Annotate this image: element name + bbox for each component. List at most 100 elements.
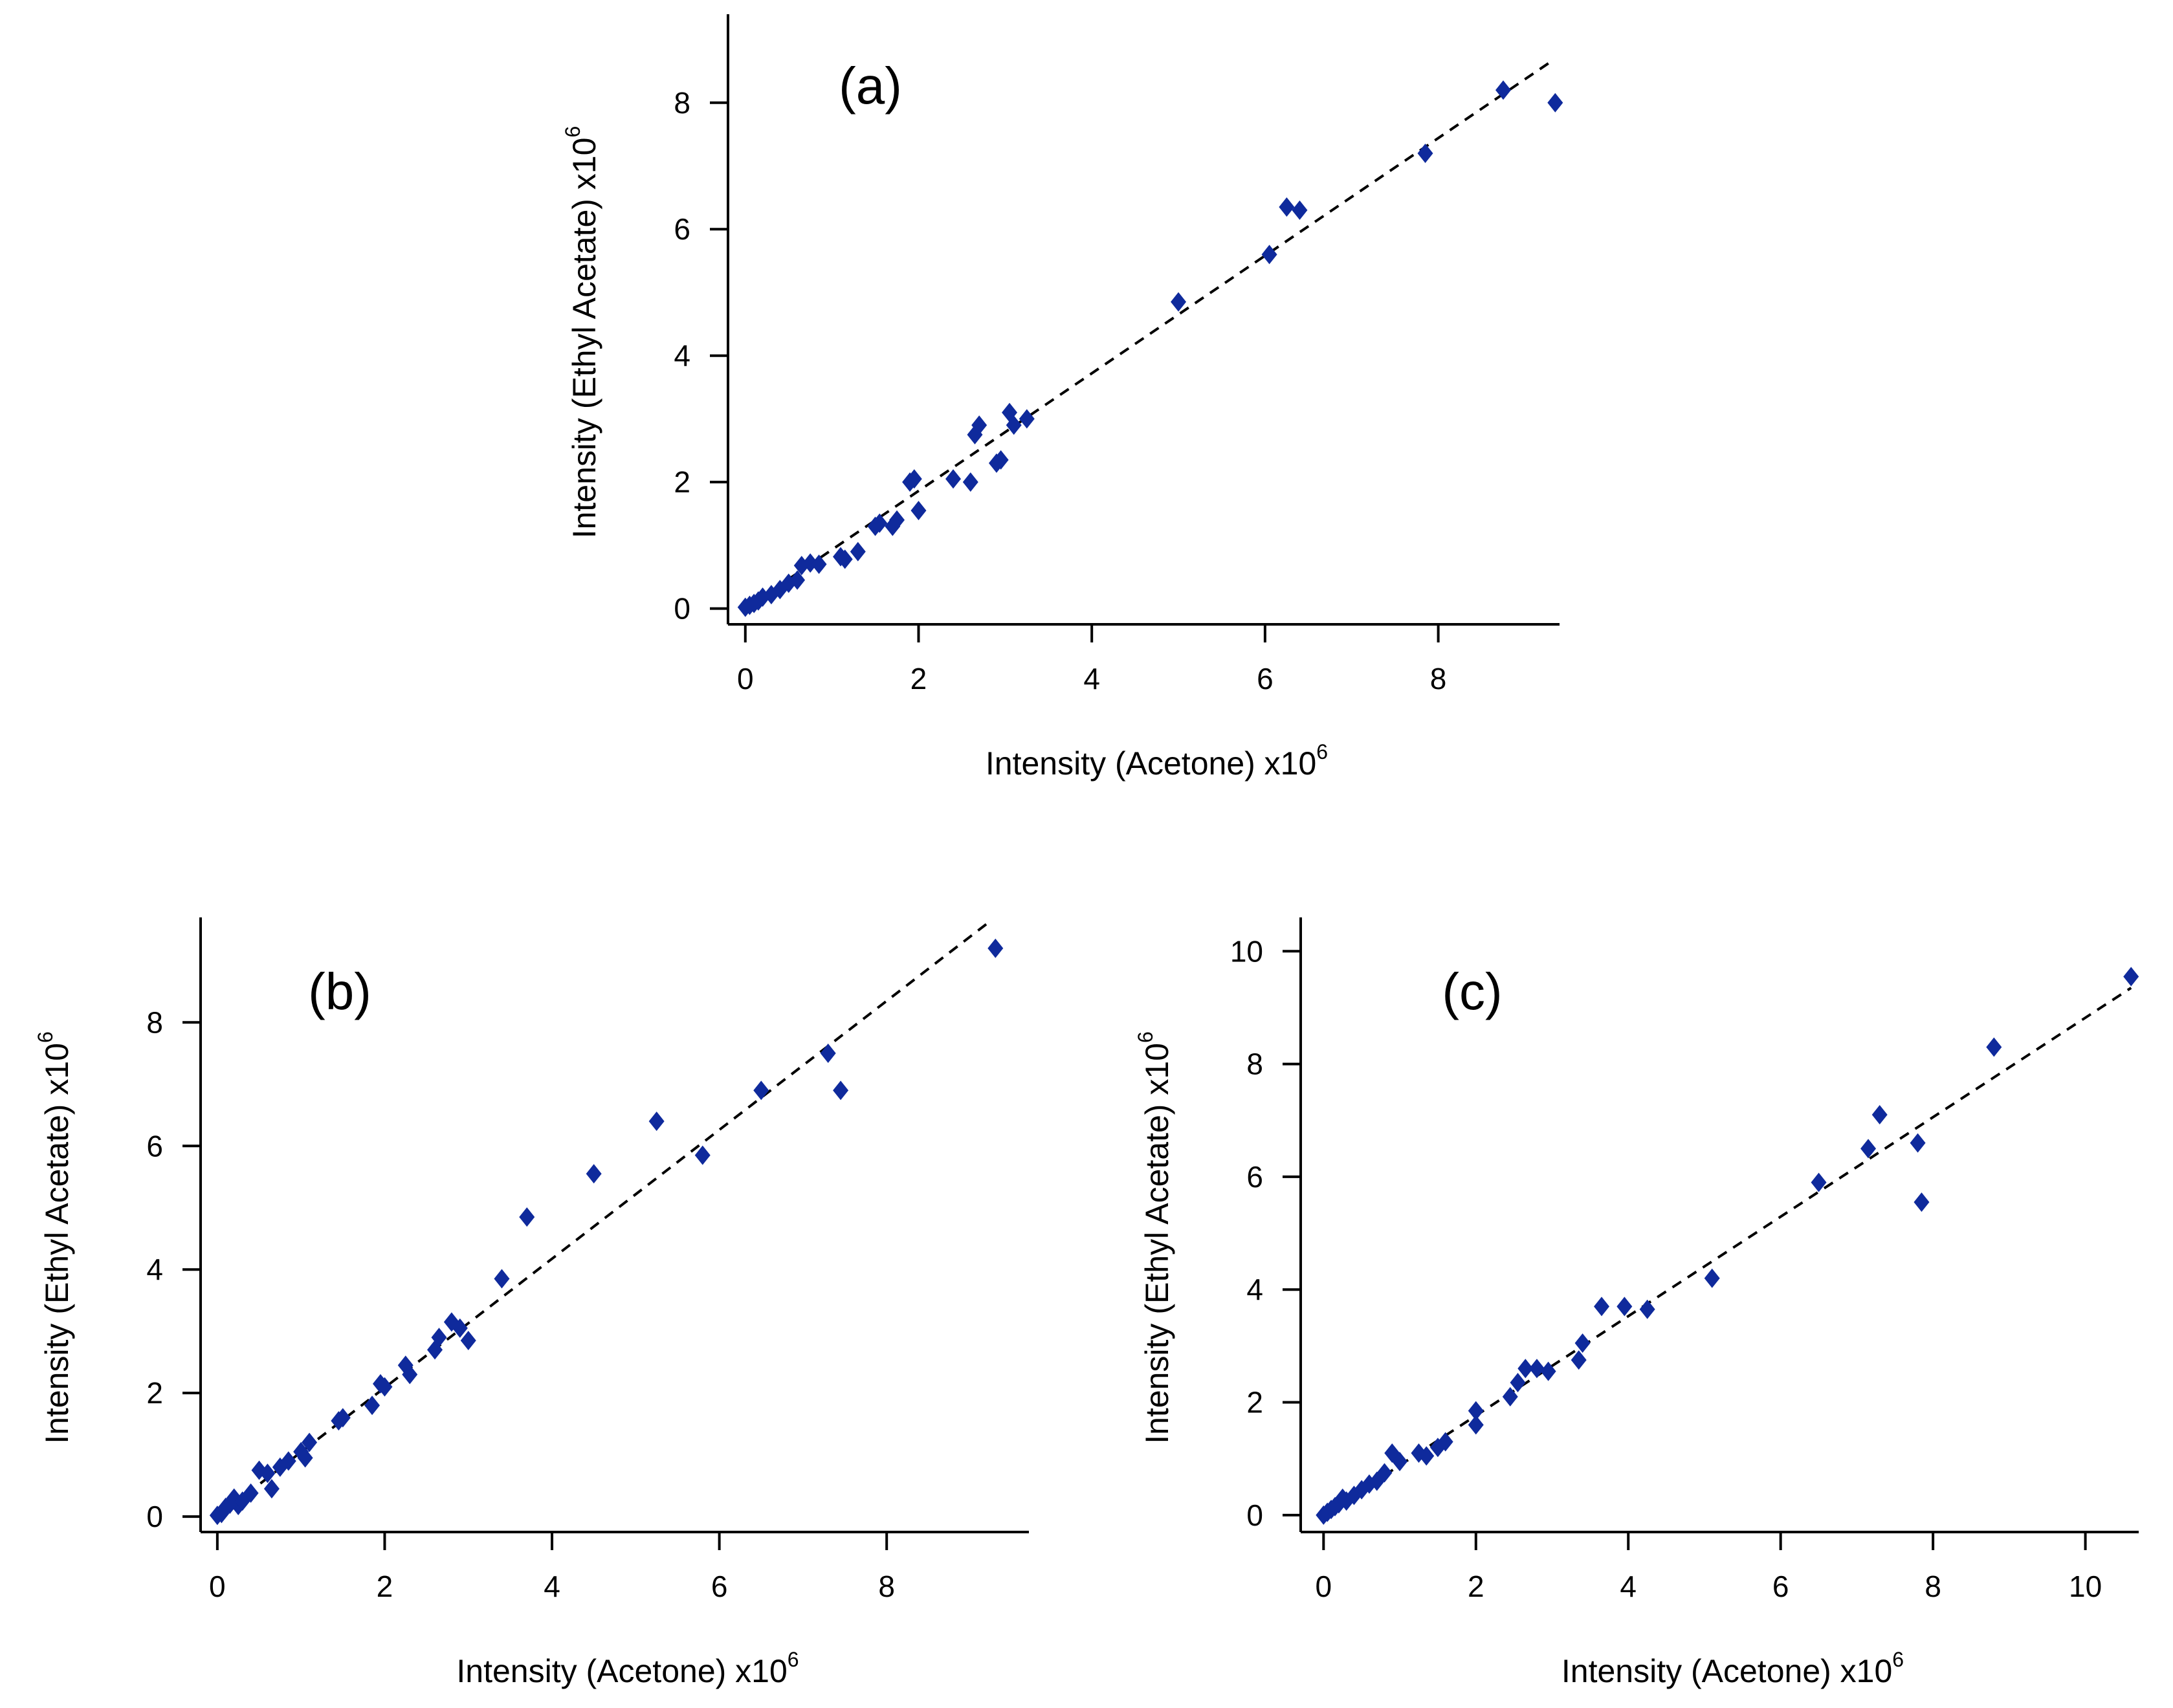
- data-point: [402, 1364, 418, 1385]
- data-point: [945, 469, 962, 489]
- data-point: [494, 1269, 510, 1289]
- x-tick-label: 8: [878, 1570, 895, 1603]
- data-point: [1495, 80, 1511, 100]
- data-point: [259, 1463, 276, 1484]
- data-point: [586, 1164, 602, 1184]
- data-point: [993, 450, 1009, 470]
- data-point: [811, 554, 827, 575]
- y-tick-label: 6: [674, 212, 690, 246]
- x-tick-label: 8: [1925, 1570, 1941, 1603]
- data-point: [1279, 197, 1295, 217]
- y-tick-label: 0: [1246, 1498, 1263, 1532]
- x-tick-label: 6: [1772, 1570, 1789, 1603]
- y-tick-label: 0: [674, 592, 690, 626]
- y-axis-title-exponent: 6: [561, 126, 584, 138]
- data-point: [1860, 1139, 1877, 1159]
- data-point: [1261, 245, 1277, 265]
- y-tick-label: 2: [674, 465, 690, 499]
- data-point: [753, 1080, 769, 1100]
- y-tick-label: 4: [1246, 1273, 1263, 1306]
- data-point: [1437, 1432, 1453, 1452]
- data-point: [263, 1479, 280, 1499]
- data-point: [1468, 1415, 1484, 1435]
- data-point: [377, 1377, 393, 1397]
- y-tick-label: 6: [146, 1129, 163, 1163]
- y-axis-title-text: Intensity (Ethyl Acetate) x10: [566, 138, 602, 539]
- y-axis-title-exponent: 6: [34, 1031, 57, 1043]
- data-point: [1571, 1350, 1587, 1370]
- x-tick-label: 10: [2069, 1570, 2102, 1603]
- data-point: [519, 1207, 535, 1227]
- x-tick-label: 6: [1257, 662, 1274, 695]
- data-point: [889, 510, 905, 530]
- data-point: [2123, 967, 2139, 987]
- data-point: [302, 1432, 318, 1452]
- data-point: [364, 1396, 381, 1416]
- data-point: [1502, 1386, 1518, 1407]
- data-point: [833, 1080, 849, 1100]
- data-point: [1594, 1297, 1610, 1317]
- data-point: [1292, 200, 1308, 220]
- data-point: [1468, 1401, 1484, 1421]
- data-point: [243, 1483, 259, 1503]
- x-tick-label: 0: [737, 662, 754, 695]
- data-point: [872, 513, 888, 533]
- data-point: [1528, 1359, 1545, 1379]
- y-tick-label: 8: [674, 86, 690, 120]
- x-axis-title: Intensity (Acetone) x106: [456, 1648, 799, 1689]
- x-axis-title-exponent: 6: [1316, 740, 1328, 763]
- data-point: [1006, 415, 1022, 435]
- x-axis-title: Intensity (Acetone) x106: [1561, 1648, 1904, 1689]
- fit-line: [744, 60, 1552, 610]
- data-point: [1986, 1037, 2002, 1057]
- data-point: [1517, 1359, 1534, 1379]
- data-point: [1376, 1463, 1393, 1483]
- panel-label: (b): [308, 963, 371, 1020]
- data-point: [971, 415, 987, 435]
- data-point: [1547, 93, 1563, 113]
- data-point: [1392, 1452, 1408, 1472]
- data-point: [694, 1145, 711, 1165]
- y-tick-label: 4: [146, 1253, 163, 1286]
- y-tick-label: 4: [674, 339, 690, 373]
- fit-line: [1323, 987, 2132, 1516]
- x-tick-label: 2: [910, 662, 927, 695]
- y-tick-label: 8: [1246, 1047, 1263, 1081]
- data-point: [1510, 1373, 1526, 1393]
- data-point: [987, 938, 1004, 958]
- data-point: [837, 549, 853, 569]
- x-tick-label: 4: [1620, 1570, 1637, 1603]
- x-axis-title-text: Intensity (Acetone) x10: [456, 1653, 787, 1689]
- x-axis-title-text: Intensity (Acetone) x10: [986, 745, 1316, 782]
- data-point: [910, 501, 927, 521]
- data-point: [280, 1451, 296, 1471]
- y-tick-label: 10: [1230, 934, 1263, 968]
- data-point: [1616, 1297, 1633, 1317]
- x-axis-title-exponent: 6: [788, 1648, 799, 1671]
- x-axis-title: Intensity (Acetone) x106: [986, 740, 1328, 782]
- data-point: [1418, 1446, 1435, 1466]
- x-tick-label: 4: [544, 1570, 560, 1603]
- data-point: [443, 1312, 459, 1332]
- data-point: [460, 1331, 476, 1351]
- data-point: [1871, 1105, 1888, 1125]
- panel-label: (c): [1442, 963, 1502, 1020]
- data-point: [1574, 1333, 1591, 1353]
- data-point: [1910, 1133, 1926, 1153]
- y-axis-title-text: Intensity (Ethyl Acetate) x10: [1139, 1043, 1175, 1444]
- data-point: [820, 1044, 836, 1064]
- data-point: [1811, 1172, 1827, 1192]
- x-tick-label: 2: [1468, 1570, 1484, 1603]
- data-point: [962, 472, 978, 492]
- panel-label: (a): [839, 57, 902, 115]
- y-axis-title: Intensity (Ethyl Acetate) x106: [561, 126, 602, 539]
- y-axis-title-text: Intensity (Ethyl Acetate) x10: [39, 1043, 75, 1444]
- x-tick-label: 8: [1430, 662, 1447, 695]
- x-tick-label: 6: [711, 1570, 728, 1603]
- y-tick-label: 2: [1246, 1386, 1263, 1419]
- y-tick-label: 2: [146, 1376, 163, 1410]
- y-tick-label: 6: [1246, 1160, 1263, 1194]
